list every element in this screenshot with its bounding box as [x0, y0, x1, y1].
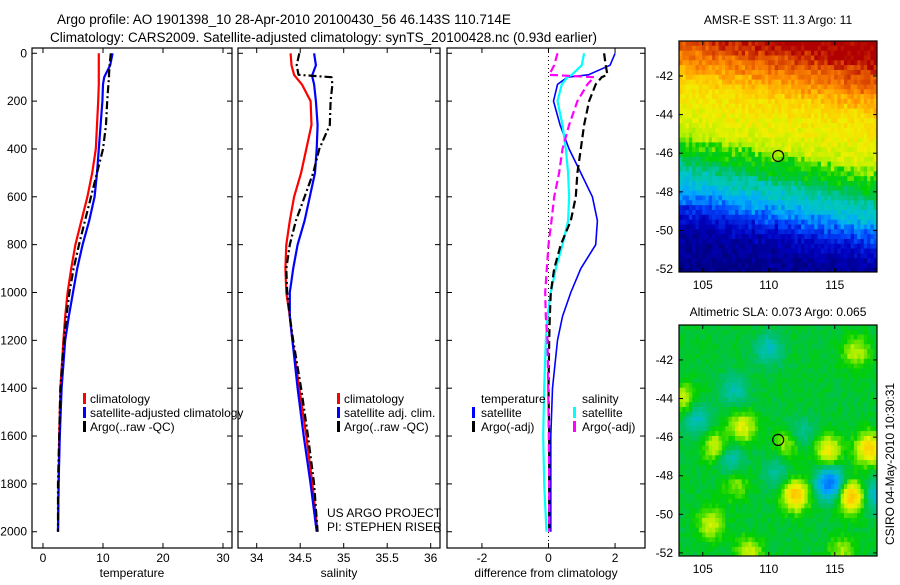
- legend-marker-temp-satellite: [472, 407, 475, 418]
- figure-title-line1: Argo profile: AO 1901398_10 28-Apr-2010 …: [57, 12, 511, 27]
- legend-label: Argo(-adj): [481, 420, 534, 434]
- y-tick-label: 800: [7, 238, 27, 252]
- x-tick-label: 110: [759, 278, 778, 292]
- y-tick-label: -44: [656, 108, 674, 122]
- x-tick-label: 30: [216, 551, 230, 565]
- y-tick-label: 400: [7, 142, 27, 156]
- x-axis-label: difference from climatology: [474, 566, 617, 580]
- legend-marker-argo: [337, 421, 340, 432]
- legend-marker-satellite: [83, 407, 86, 418]
- heatmap-cells: [679, 325, 878, 557]
- legend-label: climatology: [90, 392, 150, 406]
- legend-label: satellite: [582, 406, 623, 420]
- legend-marker-sal-satellite: [573, 407, 576, 418]
- map-mask: [878, 39, 890, 274]
- legend-heading-temperature: temperature: [481, 392, 546, 406]
- x-tick-label: 35: [337, 551, 351, 565]
- x-tick-label: 105: [693, 278, 713, 292]
- figure-title-line2: Climatology: CARS2009. Satellite-adjuste…: [50, 30, 597, 45]
- y-tick-label: -50: [656, 223, 674, 237]
- y-tick-label: 200: [7, 94, 27, 108]
- x-tick-label: 10: [96, 551, 110, 565]
- y-tick-label: 2000: [0, 525, 27, 539]
- x-tick-label: 115: [825, 278, 844, 292]
- y-tick-label: 1000: [0, 285, 27, 299]
- x-tick-label: -2: [477, 551, 488, 565]
- legend-label: Argo(..raw -QC): [90, 420, 175, 434]
- y-tick-label: 1800: [0, 477, 27, 491]
- legend-heading-salinity: salinity: [582, 392, 619, 406]
- legend-marker-sal-argo: [573, 421, 576, 432]
- y-tick-label: -42: [656, 69, 674, 83]
- legend-label: satellite-adjusted climatology: [90, 406, 243, 420]
- y-tick-label: -48: [656, 185, 674, 199]
- legend-label: Argo(..raw -QC): [344, 420, 429, 434]
- x-tick-label: 0: [40, 551, 47, 565]
- legend-marker-climatology: [337, 393, 340, 404]
- x-tick-label: 34: [250, 551, 264, 565]
- salinity-panel: 34 34.5 35 35.5 36 salinity: [238, 48, 440, 580]
- legend-label: climatology: [344, 392, 404, 406]
- credit-pi: PI: STEPHEN RISER: [327, 520, 442, 534]
- x-tick-label: 34.5: [289, 551, 313, 565]
- plot-frame: [447, 48, 645, 548]
- legend-marker-satellite: [337, 407, 340, 418]
- x-tick-label: 2: [612, 551, 619, 565]
- legend-label: satellite adj. clim.: [344, 406, 435, 420]
- y-tick-label: 1200: [0, 333, 27, 347]
- credit-project: US ARGO PROJECT: [327, 506, 442, 520]
- legend-label: satellite: [481, 406, 522, 420]
- legend-marker-climatology: [83, 393, 86, 404]
- y-tick-label: 1600: [0, 429, 27, 443]
- y-tick-label: -46: [656, 146, 674, 160]
- y-tick-label: 1400: [0, 381, 27, 395]
- plot-frame: [238, 48, 440, 548]
- sst-map: 105 110 115 -42 -44 -46 -48 -50 -52: [656, 39, 890, 292]
- plot-frame: [32, 48, 232, 548]
- y-tick-label: 0: [20, 46, 27, 60]
- temperature-panel: 0 10 20 30 0 200 400 600 800 1000 1200 1400 1600 1800…: [0, 46, 232, 580]
- legend-marker-temp-argo: [472, 421, 475, 432]
- x-tick-label: 0: [545, 551, 552, 565]
- x-tick-label: 35.5: [376, 551, 400, 565]
- x-tick-label: 36: [424, 551, 438, 565]
- x-tick-label: 20: [156, 551, 170, 565]
- x-axis-label: temperature: [100, 566, 165, 580]
- legend-label: Argo(-adj): [582, 420, 635, 434]
- y-tick-label: 600: [7, 190, 27, 204]
- heatmap-cells: [679, 41, 878, 273]
- x-axis-label: salinity: [321, 566, 358, 580]
- legend-marker-argo: [83, 421, 86, 432]
- y-tick-label: -52: [656, 262, 674, 276]
